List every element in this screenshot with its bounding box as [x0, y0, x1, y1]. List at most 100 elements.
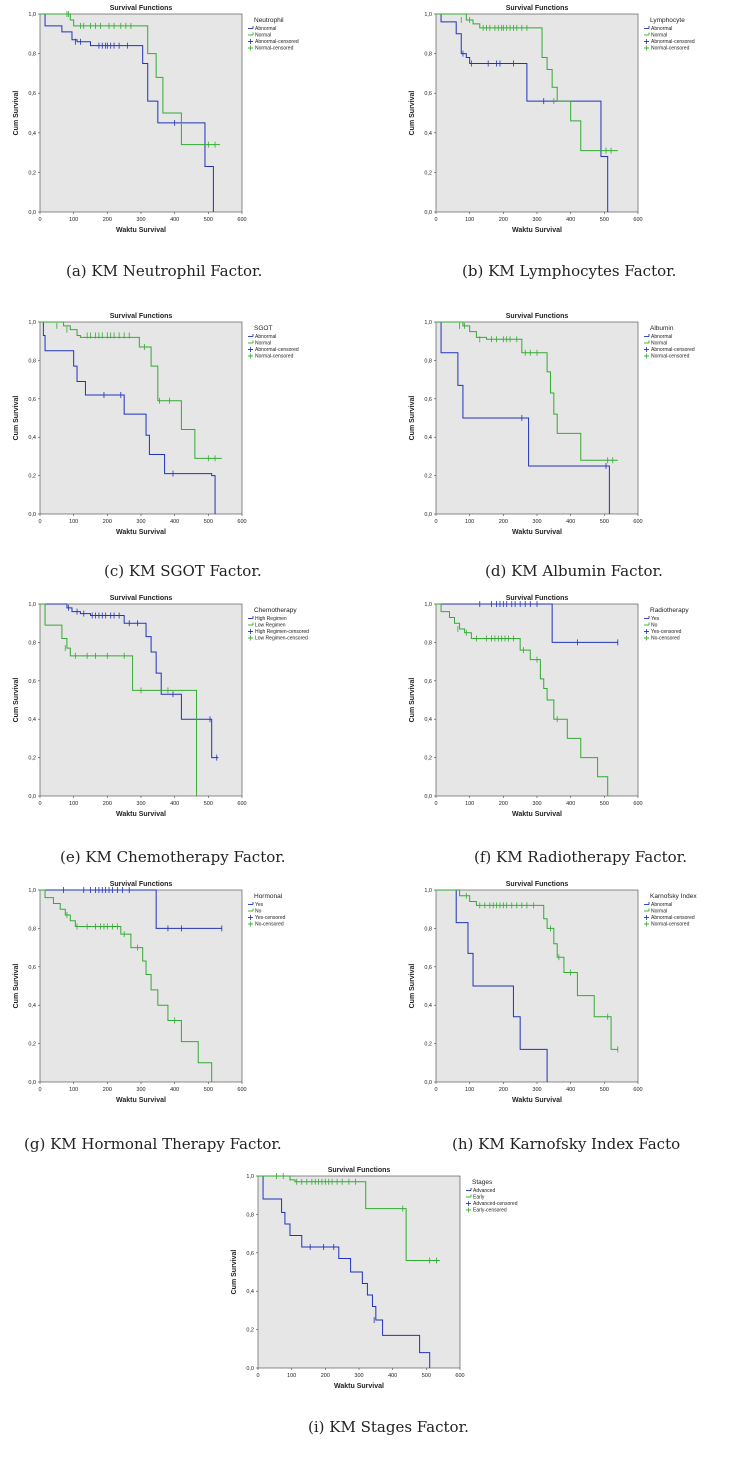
caption-f: (f) KM Radiotherapy Factor.	[474, 848, 687, 866]
x-axis-label: Waktu Survival	[512, 811, 562, 818]
chart-panel-g: Survival Functions 0,0 0,2 0,4 0,6 0,8 1,0 0 100…	[4, 878, 344, 1120]
km-curve-series-1	[436, 889, 618, 1050]
caption-i: (i) KM Stages Factor.	[308, 1418, 469, 1436]
x-tick-label: 300	[136, 519, 145, 525]
x-tick-label: 100	[69, 1087, 78, 1093]
caption-c: (c) KM SGOT Factor.	[104, 562, 262, 580]
x-tick-label: 300	[136, 217, 145, 223]
x-axis-label: Waktu Survival	[334, 1383, 384, 1390]
y-tick-label: 1,0	[424, 888, 432, 894]
y-tick-label: 0,0	[28, 794, 36, 800]
legend-entry: Normal-censored	[651, 922, 690, 928]
x-tick-label: 600	[237, 1087, 246, 1093]
km-curve-series-0	[40, 889, 222, 929]
y-axis-label: Cum Survival	[409, 396, 416, 441]
y-tick-label: 0,6	[28, 397, 36, 403]
chart-panel-a: Survival Functions 0,0 0,2 0,4 0,6 0,8 1,0 0 100…	[4, 2, 344, 250]
x-tick-label: 400	[170, 1087, 179, 1093]
x-tick-label: 0	[38, 801, 41, 807]
km-curve-series-1	[40, 321, 222, 459]
x-tick-label: 100	[465, 217, 474, 223]
x-tick-label: 500	[600, 1087, 609, 1093]
chart-title: Survival Functions	[506, 595, 569, 602]
km-curve-series-1	[258, 1175, 440, 1261]
legend-entry: Yes-censored	[651, 629, 682, 635]
legend-entry: Yes	[255, 902, 264, 908]
chart-svg-f: Survival Functions 0,0 0,2 0,4 0,6 0,8 1,0 0 100…	[409, 595, 689, 818]
y-tick-label: 0,0	[424, 512, 432, 518]
chart-svg-a: Survival Functions 0,0 0,2 0,4 0,6 0,8 1,0 0 100…	[13, 5, 299, 234]
y-tick-label: 1,0	[246, 1174, 254, 1180]
chart-panel-d: Survival Functions 0,0 0,2 0,4 0,6 0,8 1,0 0 100…	[400, 310, 740, 552]
y-tick-label: 0,4	[424, 717, 432, 723]
chart-panel-e: Survival Functions 0,0 0,2 0,4 0,6 0,8 1,0 0 100…	[4, 592, 344, 834]
chart-title: Survival Functions	[506, 5, 569, 12]
x-tick-label: 100	[69, 217, 78, 223]
legend-entry: Normal	[651, 33, 667, 39]
legend-entry: Abnormal-censored	[255, 39, 299, 45]
y-axis-label: Cum Survival	[13, 678, 20, 723]
x-tick-label: 500	[600, 519, 609, 525]
y-tick-label: 0,2	[28, 756, 36, 762]
y-tick-label: 0,6	[424, 965, 432, 971]
x-tick-label: 200	[103, 217, 112, 223]
legend-title: Chemotherapy	[254, 607, 297, 614]
plot-area	[39, 603, 243, 797]
legend-entry: Yes	[651, 616, 660, 622]
x-axis-label: Waktu Survival	[116, 811, 166, 818]
chart-svg-b: Survival Functions 0,0 0,2 0,4 0,6 0,8 1,0 0 100…	[409, 5, 695, 234]
y-axis-label: Cum Survival	[409, 964, 416, 1009]
x-tick-label: 0	[434, 801, 437, 807]
x-tick-label: 400	[566, 217, 575, 223]
legend-entry: Abnormal-censored	[651, 39, 695, 45]
y-axis-label: Cum Survival	[13, 964, 20, 1009]
x-tick-label: 500	[204, 217, 213, 223]
chart-panel-c: Survival Functions 0,0 0,2 0,4 0,6 0,8 1,0 0 100…	[4, 310, 344, 552]
y-axis-label: Cum Survival	[13, 396, 20, 441]
chart-svg-d: Survival Functions 0,0 0,2 0,4 0,6 0,8 1,0 0 100…	[409, 313, 695, 536]
legend-title: SGOT	[254, 325, 272, 332]
x-tick-label: 500	[600, 801, 609, 807]
caption-d: (d) KM Albumin Factor.	[485, 562, 663, 580]
y-tick-label: 0,6	[28, 965, 36, 971]
km-curve-series-0	[436, 13, 609, 212]
legend-title: Stages	[472, 1179, 493, 1186]
km-curve-series-0	[40, 603, 219, 759]
x-tick-label: 500	[204, 519, 213, 525]
caption-g: (g) KM Hormonal Therapy Factor.	[24, 1135, 282, 1153]
x-tick-label: 600	[633, 1087, 642, 1093]
x-axis-label: Waktu Survival	[116, 529, 166, 536]
y-tick-label: 1,0	[28, 12, 36, 18]
km-curve-series-0	[436, 603, 618, 643]
y-tick-label: 0,0	[424, 1080, 432, 1086]
chart-panel-h: Survival Functions 0,0 0,2 0,4 0,6 0,8 1,0 0 100…	[400, 878, 740, 1120]
chart-title: Survival Functions	[110, 595, 173, 602]
y-axis-label: Cum Survival	[231, 1250, 238, 1295]
x-tick-label: 600	[633, 519, 642, 525]
x-tick-label: 0	[38, 519, 41, 525]
y-axis-label: Cum Survival	[409, 678, 416, 723]
legend-entry: Abnormal-censored	[255, 347, 299, 353]
x-tick-label: 300	[354, 1373, 363, 1379]
chart-title: Survival Functions	[110, 881, 173, 888]
km-curve-series-1	[40, 603, 198, 796]
y-tick-label: 0,6	[424, 397, 432, 403]
legend-entry: Advanced	[473, 1188, 495, 1194]
x-tick-label: 400	[170, 217, 179, 223]
x-tick-label: 100	[465, 519, 474, 525]
chart-title: Survival Functions	[506, 881, 569, 888]
km-curve-series-0	[258, 1175, 431, 1368]
x-tick-label: 0	[38, 217, 41, 223]
legend-entry: Low Regimen	[255, 623, 286, 629]
y-tick-label: 0,4	[424, 1003, 432, 1009]
x-tick-label: 600	[237, 519, 246, 525]
x-tick-label: 600	[237, 217, 246, 223]
x-tick-label: 400	[566, 1087, 575, 1093]
x-tick-label: 100	[69, 519, 78, 525]
x-axis-label: Waktu Survival	[116, 227, 166, 234]
y-tick-label: 0,4	[246, 1289, 254, 1295]
y-tick-label: 0,0	[28, 1080, 36, 1086]
chart-svg-i: Survival Functions 0,0 0,2 0,4 0,6 0,8 1,0 0 100…	[231, 1167, 518, 1390]
y-tick-label: 0,8	[28, 52, 36, 58]
x-tick-label: 100	[287, 1373, 296, 1379]
